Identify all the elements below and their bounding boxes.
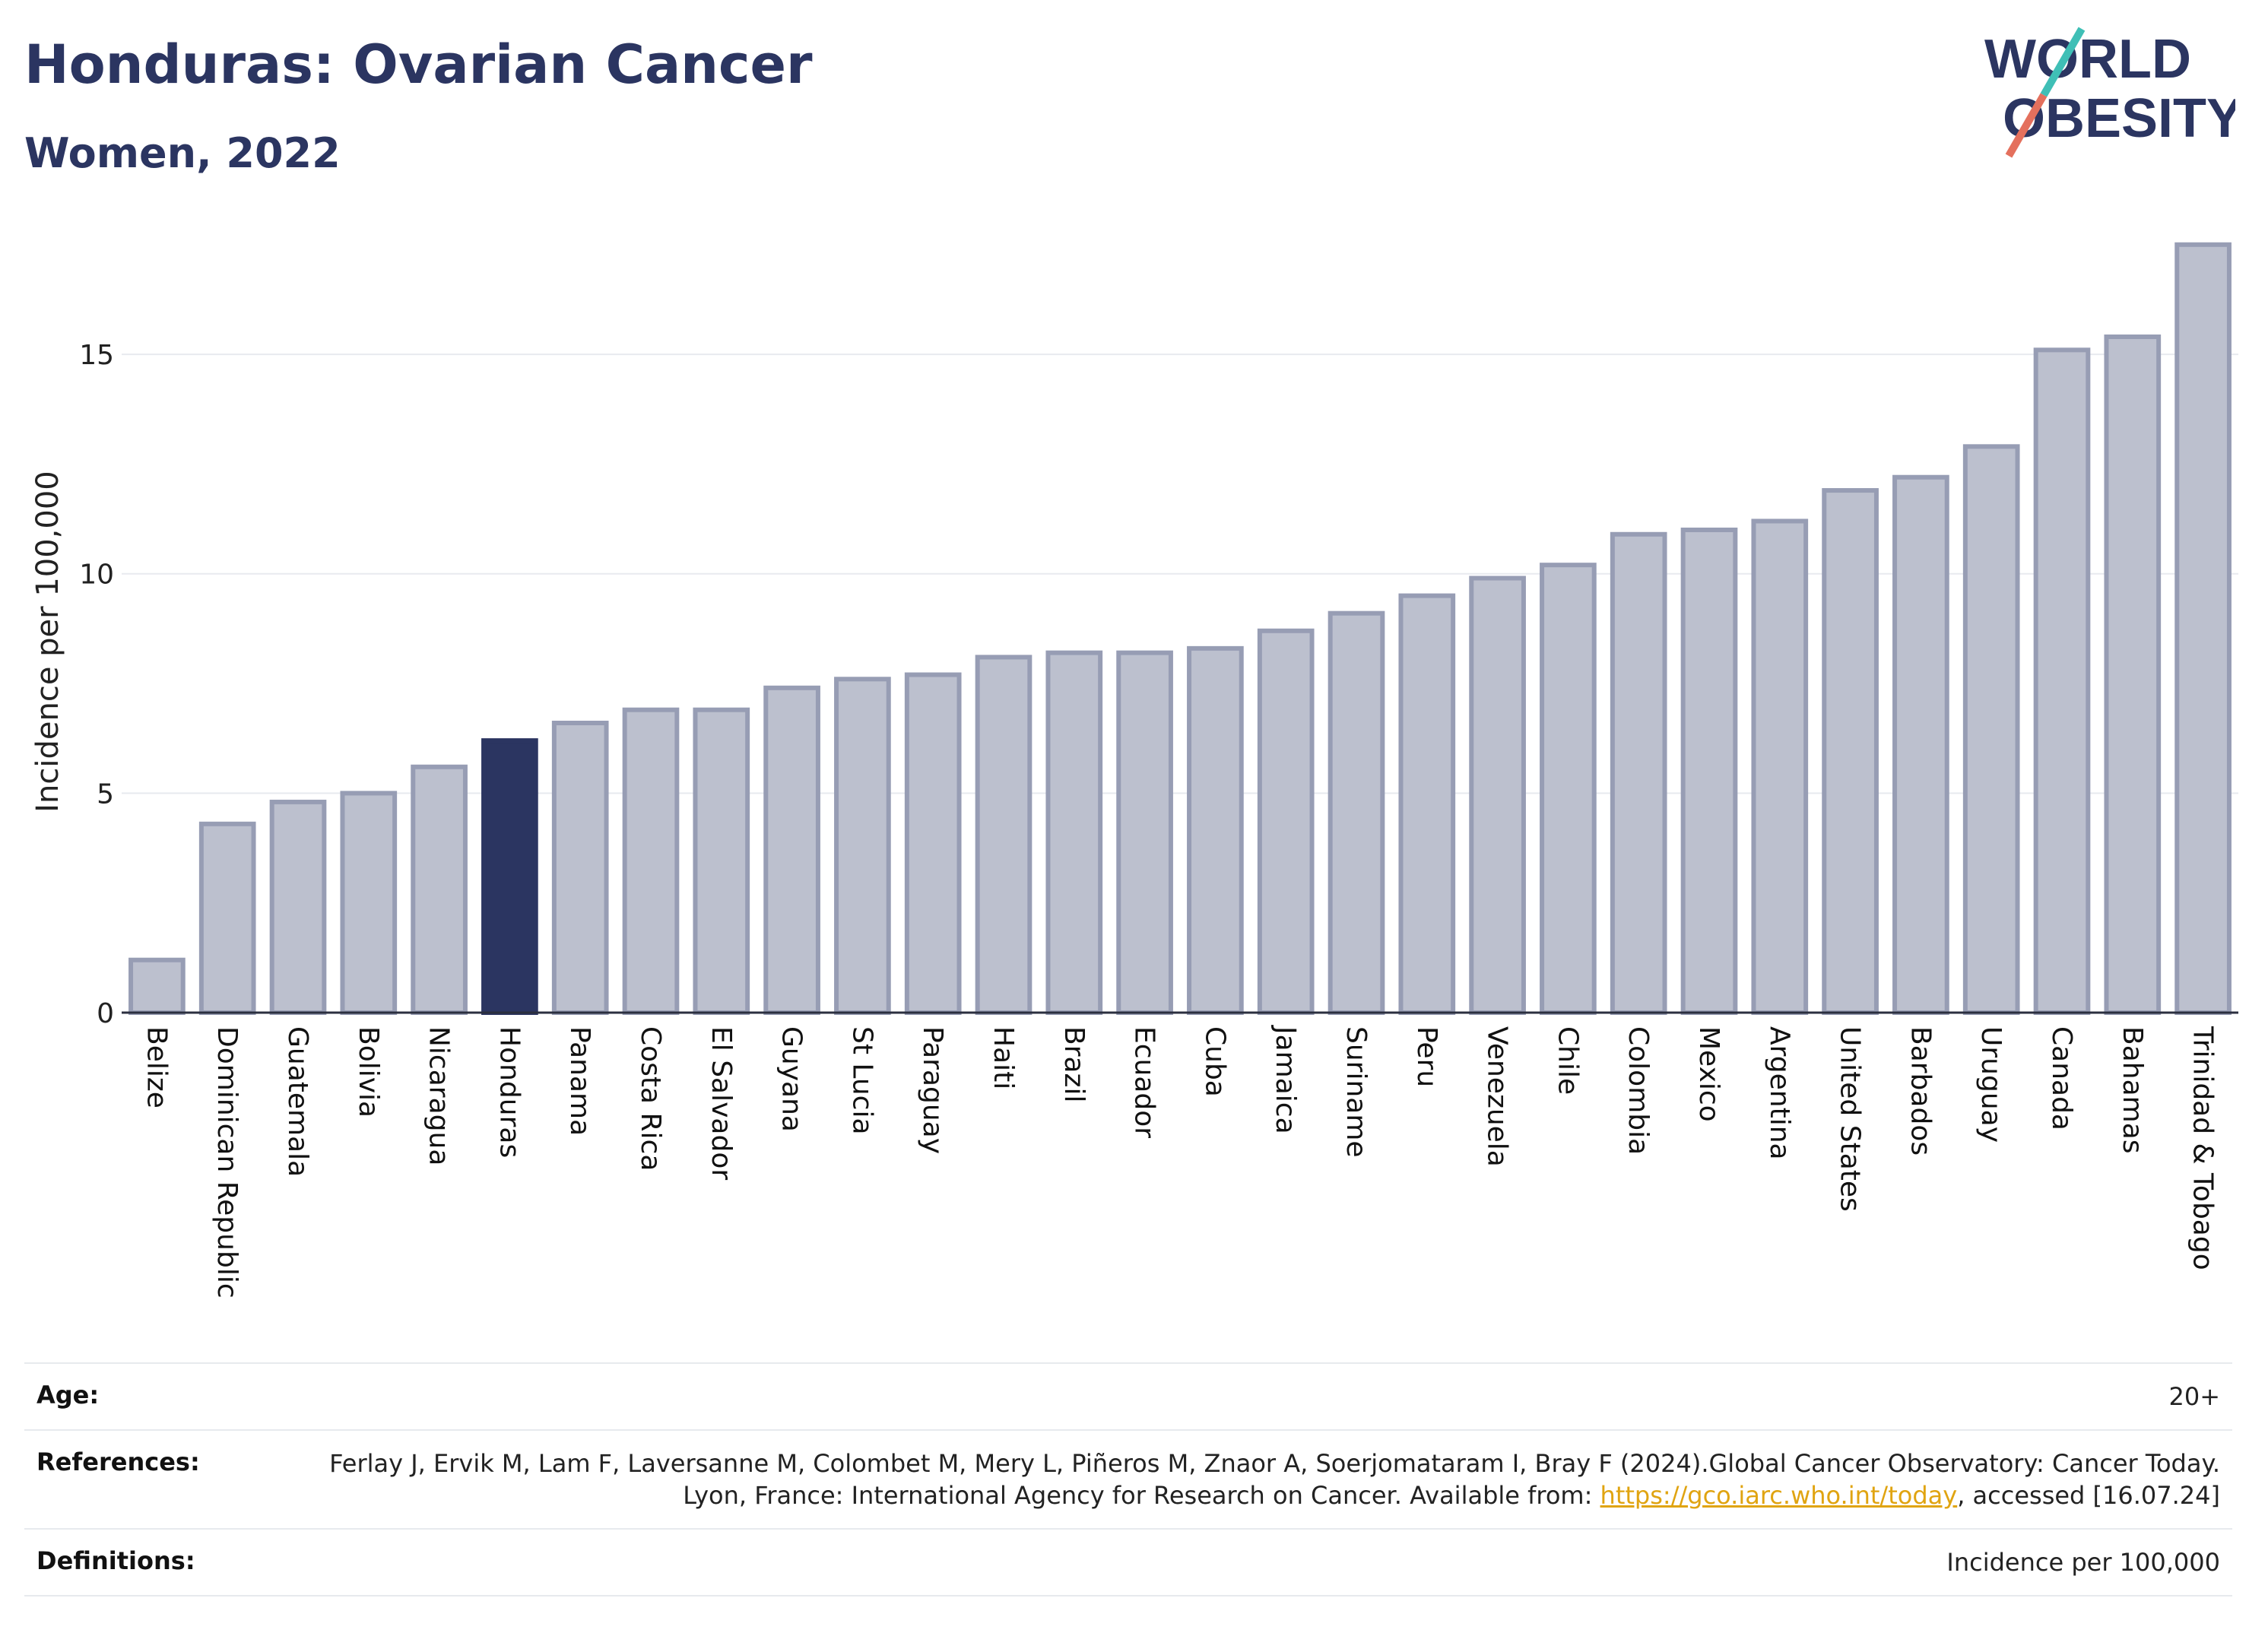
x-tick-label: Jamaica <box>1270 1025 1301 1134</box>
x-tick-label: Dominican Republic <box>211 1026 243 1298</box>
x-tick-label: Bolivia <box>353 1026 384 1118</box>
chart-subtitle: Women, 2022 <box>24 129 341 177</box>
bar-jamaica <box>1257 628 1315 1015</box>
x-tick-label: Cuba <box>1199 1026 1230 1097</box>
bar-cuba <box>1187 645 1244 1015</box>
x-tick-label: Barbados <box>1905 1026 1936 1156</box>
y-tick-label: 15 <box>79 340 114 371</box>
y-tick-label: 5 <box>97 778 114 810</box>
bar-ecuador <box>1116 650 1173 1015</box>
x-tick-label: Uruguay <box>1975 1026 2006 1143</box>
chart-title: Honduras: Ovarian Cancer <box>24 33 813 96</box>
references-row: References: Ferlay J, Ervik M, Lam F, La… <box>24 1429 2232 1528</box>
x-tick-label: United States <box>1835 1026 1866 1212</box>
bar-dominican-republic <box>198 821 256 1015</box>
bar-bahamas <box>2104 335 2162 1015</box>
bar-guatemala <box>269 799 327 1015</box>
x-tick-label: Suriname <box>1340 1026 1372 1158</box>
y-axis-title: Incidence per 100,000 <box>30 471 65 813</box>
logo-line-1: WORLD <box>1984 29 2191 90</box>
x-tick-label: Guyana <box>776 1026 807 1132</box>
age-value: 20+ <box>2168 1382 2220 1411</box>
bar-haiti <box>975 655 1033 1016</box>
x-tick-label: Paraguay <box>917 1026 948 1154</box>
x-tick-label: Trinidad & Tobago <box>2187 1026 2219 1270</box>
x-tick-label: El Salvador <box>706 1026 737 1180</box>
bar-costa-rica <box>622 707 680 1015</box>
x-tick-label: Mexico <box>1693 1026 1724 1122</box>
references-link[interactable]: https://gco.iarc.who.int/today <box>1600 1481 1958 1510</box>
x-tick-label: Chile <box>1552 1026 1583 1095</box>
references-label: References: <box>36 1447 200 1476</box>
definitions-value: Incidence per 100,000 <box>1946 1548 2220 1577</box>
x-tick-label: Nicaragua <box>423 1026 455 1165</box>
bar-nicaragua <box>411 764 468 1016</box>
bar-belize <box>128 957 186 1016</box>
definitions-label: Definitions: <box>36 1546 195 1575</box>
references-value: Ferlay J, Ervik M, Lam F, Laversanne M, … <box>319 1447 2220 1511</box>
y-tick-label: 0 <box>97 998 114 1029</box>
bar-guyana <box>763 685 820 1015</box>
bar-uruguay <box>1962 444 2020 1015</box>
bar-panama <box>551 721 609 1015</box>
bar-venezuela <box>1469 576 1526 1015</box>
x-tick-label: Bahamas <box>2117 1026 2148 1154</box>
reference-table: Age: 20+ References: Ferlay J, Ervik M, … <box>24 1362 2232 1597</box>
bar-chart: 0 5 10 15 Incidence per 100,000 Belize Dominic… <box>30 242 2238 1298</box>
x-tick-label: Canada <box>2046 1026 2077 1130</box>
bar-honduras <box>481 738 538 1015</box>
age-row: Age: 20+ <box>24 1362 2232 1429</box>
x-tick-label: Costa Rica <box>635 1026 666 1171</box>
bar-suriname <box>1328 610 1385 1015</box>
y-tick-label: 10 <box>79 560 114 591</box>
bar-el-salvador <box>693 707 750 1015</box>
x-tick-label: Venezuela <box>1482 1026 1513 1167</box>
bar-brazil <box>1045 650 1103 1015</box>
bar-colombia <box>1610 531 1667 1015</box>
logo-slash-coral <box>2005 93 2048 158</box>
definitions-row: Definitions: Incidence per 100,000 <box>24 1528 2232 1597</box>
bar-united-states <box>1822 488 1879 1015</box>
age-label: Age: <box>36 1381 100 1409</box>
x-tick-label: Panama <box>564 1026 595 1136</box>
bar-barbados <box>1892 474 1949 1015</box>
logo-slash-teal <box>2040 27 2086 97</box>
x-tick-label: Guatemala <box>282 1026 313 1177</box>
bar-peru <box>1398 593 1456 1015</box>
x-tick-label: Argentina <box>1764 1026 1795 1160</box>
x-tick-label: St Lucia <box>846 1026 877 1135</box>
x-tick-label: Colombia <box>1623 1026 1654 1155</box>
bar-st-lucia <box>834 677 891 1015</box>
x-tick-label: Peru <box>1411 1026 1442 1087</box>
references-text-1: Ferlay J, Ervik M, Lam F, Laversanne M, … <box>329 1449 2220 1510</box>
world-obesity-logo: WORLD OBESITY <box>1984 27 2235 158</box>
bar-canada <box>2033 347 2091 1015</box>
x-tick-label: Haiti <box>988 1026 1019 1089</box>
bar-bolivia <box>340 791 398 1015</box>
x-tick-label: Ecuador <box>1129 1026 1160 1138</box>
bar-chile <box>1540 563 1597 1015</box>
x-tick-label: Belize <box>141 1026 172 1108</box>
bar-argentina <box>1751 518 1809 1015</box>
bar-paraguay <box>904 672 962 1015</box>
bar-mexico <box>1680 528 1738 1015</box>
bar-trinidad-tobago <box>2174 242 2232 1016</box>
references-text-2: , accessed [16.07.24] <box>1957 1481 2220 1510</box>
x-tick-label: Brazil <box>1058 1026 1090 1102</box>
x-tick-label: Honduras <box>493 1026 525 1158</box>
